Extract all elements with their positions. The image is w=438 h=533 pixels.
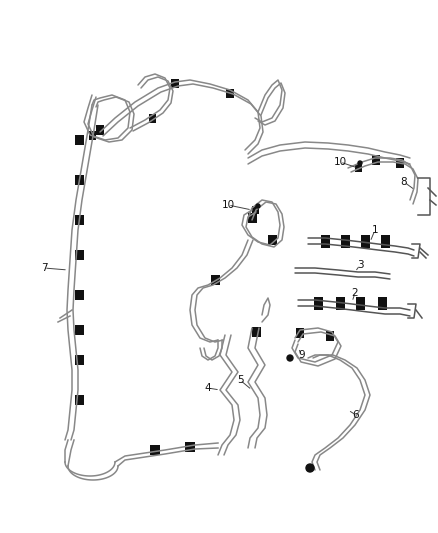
Bar bbox=[340, 235, 350, 247]
Bar bbox=[148, 114, 155, 123]
Bar bbox=[74, 215, 84, 225]
Circle shape bbox=[306, 464, 314, 472]
Bar bbox=[74, 135, 84, 145]
Bar bbox=[372, 155, 380, 165]
Text: 9: 9 bbox=[299, 350, 305, 360]
Bar bbox=[74, 395, 84, 405]
Text: 8: 8 bbox=[401, 177, 407, 187]
Bar bbox=[360, 235, 370, 247]
Bar bbox=[74, 290, 84, 300]
Bar bbox=[96, 125, 104, 135]
Bar bbox=[396, 158, 404, 168]
Text: 5: 5 bbox=[237, 375, 244, 385]
Bar bbox=[314, 296, 322, 310]
Bar bbox=[296, 328, 304, 338]
Bar bbox=[326, 331, 334, 341]
Bar bbox=[381, 235, 389, 247]
Bar bbox=[354, 164, 361, 172]
Text: 7: 7 bbox=[41, 263, 47, 273]
Circle shape bbox=[358, 161, 362, 165]
Bar bbox=[74, 325, 84, 335]
Bar bbox=[356, 296, 364, 310]
Bar bbox=[251, 327, 261, 337]
Circle shape bbox=[287, 355, 293, 361]
Bar bbox=[321, 235, 329, 247]
Bar bbox=[171, 78, 179, 87]
Text: 6: 6 bbox=[353, 410, 359, 420]
Text: 10: 10 bbox=[333, 157, 346, 167]
Bar bbox=[226, 88, 234, 98]
Bar bbox=[74, 250, 84, 260]
Text: 10: 10 bbox=[222, 200, 235, 210]
Bar bbox=[74, 355, 84, 365]
Bar bbox=[268, 235, 276, 245]
Text: 1: 1 bbox=[372, 225, 378, 235]
Bar bbox=[247, 213, 257, 223]
Bar bbox=[185, 442, 195, 452]
Bar bbox=[211, 275, 219, 285]
Bar bbox=[150, 445, 160, 455]
Bar bbox=[378, 296, 386, 310]
Bar bbox=[88, 131, 95, 140]
Text: 2: 2 bbox=[352, 288, 358, 298]
Bar bbox=[74, 175, 84, 185]
Text: 4: 4 bbox=[205, 383, 211, 393]
Circle shape bbox=[256, 204, 260, 208]
Bar bbox=[251, 206, 258, 214]
Text: 3: 3 bbox=[357, 260, 363, 270]
Bar bbox=[336, 296, 345, 310]
